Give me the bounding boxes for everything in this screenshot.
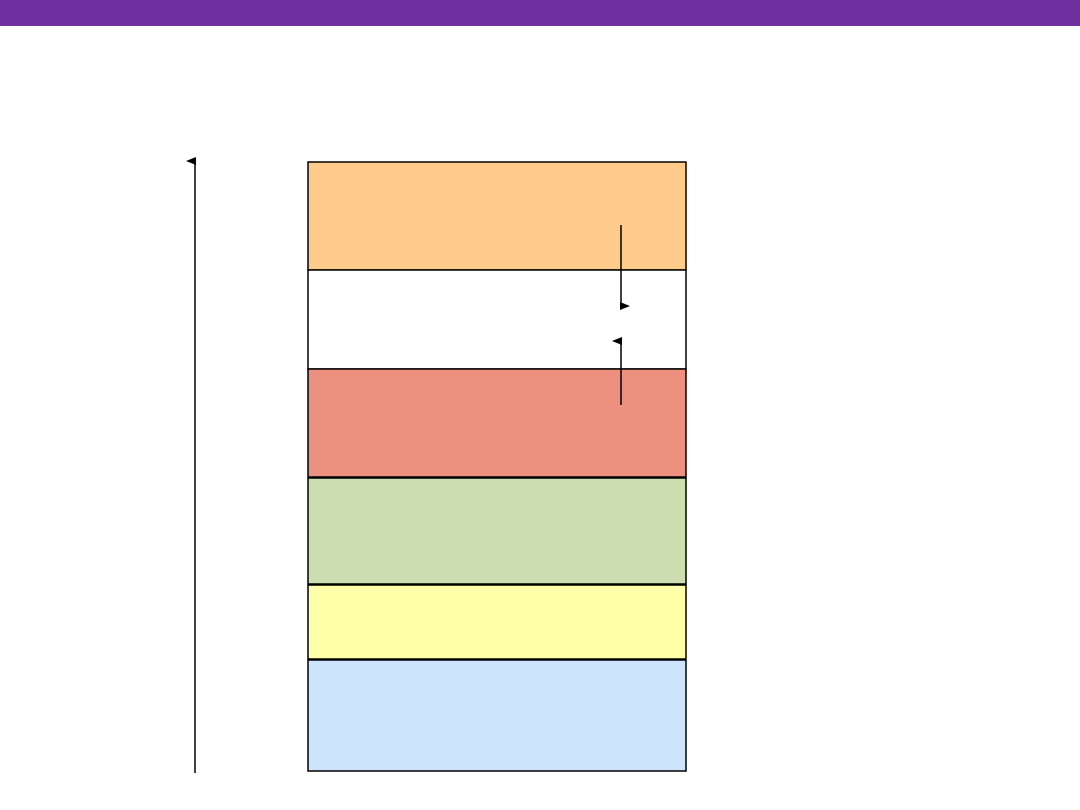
layer-stack (307, 161, 687, 772)
layer-white (307, 269, 687, 370)
layer-red (307, 368, 687, 478)
layer-green (307, 477, 687, 585)
header-bar (0, 0, 1080, 26)
layer-orange (307, 161, 687, 271)
layer-yellow (307, 584, 687, 660)
layer-blue (307, 659, 687, 772)
